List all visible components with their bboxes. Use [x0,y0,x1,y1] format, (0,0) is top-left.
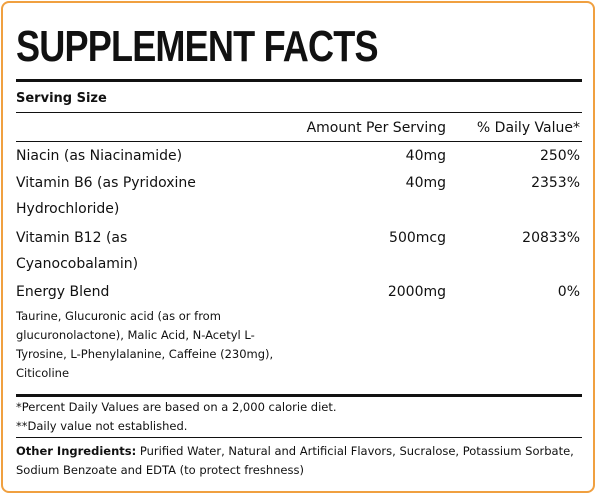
title: SUPPLEMENT FACTS [16,22,379,71]
other-ingredients-text: Purified Water, Natural and Artificial F… [16,444,574,477]
amount: 500mcg [389,230,446,246]
nutrient-name: Vitamin B12 (as [16,230,128,246]
daily-value: 0% [557,284,580,300]
column-header: Amount Per Serving [306,120,446,136]
divider [16,141,582,142]
column-header: % Daily Value* [476,120,580,136]
amount: 40mg [405,175,446,191]
daily-value: 2353% [531,175,580,191]
nutrient-name: Cyanocobalamin) [16,256,139,272]
divider [16,437,582,438]
amount: 2000mg [387,284,446,300]
daily-value: 20833% [522,230,580,246]
other-ingredients-label: Other Ingredients: [16,444,137,458]
nutrient-name: Hydrochloride) [16,201,120,217]
footnote: **Daily value not established. [16,419,188,433]
label-panel [1,1,595,493]
amount: 40mg [405,148,446,164]
other-ingredients: Other Ingredients: Purified Water, Natur… [16,442,584,480]
divider [16,394,582,397]
divider [16,79,582,82]
nutrient-name: Niacin (as Niacinamide) [16,148,183,164]
nutrient-name: Vitamin B6 (as Pyridoxine [16,175,196,191]
serving-size: Serving Size [16,91,107,106]
blend-ingredients: Taurine, Glucuronic acid (as or from glu… [16,309,274,380]
divider [16,112,582,113]
footnote: *Percent Daily Values are based on a 2,0… [16,400,337,414]
nutrient-name: Energy Blend [16,284,110,300]
daily-value: 250% [539,148,580,164]
